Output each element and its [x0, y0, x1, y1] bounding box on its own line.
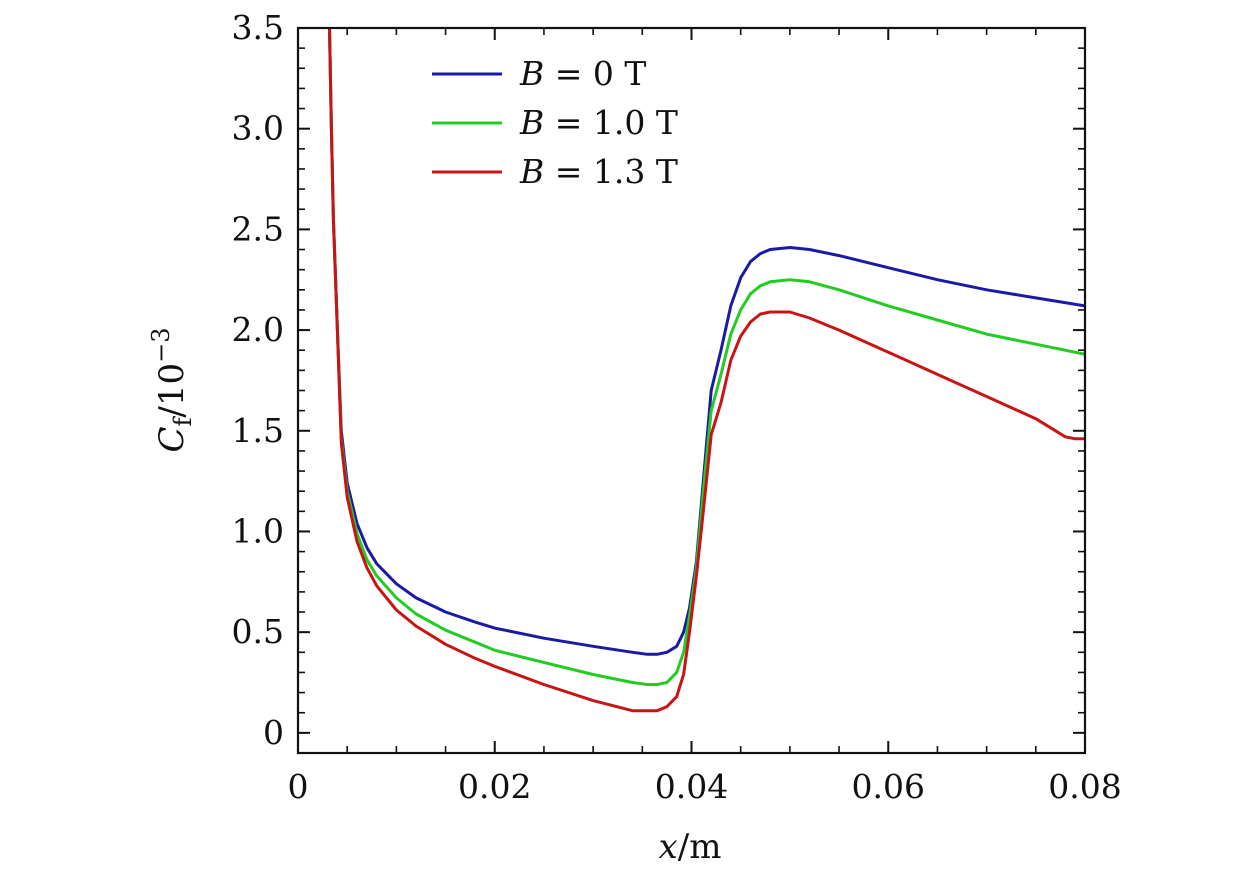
legend-label-1: B = 1.0 T: [519, 103, 678, 142]
legend-rest: = 0 T: [544, 54, 646, 93]
legend-var: B: [519, 103, 544, 142]
plot-frame: [296, 26, 1087, 755]
x-tick-label: 0.02: [458, 767, 531, 806]
y-tick-labels: 0 0.5 1.0 1.5 2.0 2.5 3.0 3.5: [232, 8, 284, 752]
y-tick-label: 2.0: [232, 310, 284, 349]
legend-var: B: [519, 152, 544, 191]
y-tick-label: 0.5: [232, 612, 284, 651]
series-line-0: [328, 28, 1085, 656]
x-tick-label: 0.06: [852, 767, 925, 806]
y-tick-label: 0: [263, 713, 284, 752]
x-tick-label: 0.04: [655, 767, 728, 806]
legend-label-2: B = 1.3 T: [519, 152, 678, 191]
y-axis-sub: f: [169, 415, 197, 426]
y-tick-label: 3.0: [232, 109, 284, 148]
y-axis-exp: −3: [147, 327, 175, 362]
y-axis-label: Cf/10−3: [147, 327, 197, 452]
series-line-1: [328, 28, 1085, 686]
y-tick-label: 1.0: [232, 511, 284, 550]
y-axis-unit: /10: [152, 363, 192, 418]
series-lines: [328, 28, 1085, 713]
series-line-2: [328, 28, 1085, 713]
legend-rest: = 1.3 T: [544, 152, 678, 191]
legend-label-0: B = 0 T: [519, 54, 646, 93]
x-tick-label: 0.08: [1048, 767, 1121, 806]
y-tick-label: 3.5: [232, 8, 284, 47]
y-tick-label: 1.5: [232, 411, 284, 450]
legend-var: B: [519, 54, 544, 93]
legend: B = 0 TB = 1.0 TB = 1.3 T: [432, 54, 678, 191]
x-axis-var: x: [659, 827, 678, 867]
y-tick-label: 2.5: [232, 209, 284, 248]
legend-rest: = 1.0 T: [544, 103, 678, 142]
x-tick-label: 0: [288, 767, 309, 806]
axis-ticks: [297, 27, 1086, 754]
x-axis-label: x/m: [659, 827, 722, 867]
x-axis-unit: /m: [678, 827, 722, 867]
y-axis-var: C: [152, 426, 192, 452]
x-tick-labels: 0 0.02 0.04 0.06 0.08: [288, 767, 1122, 806]
